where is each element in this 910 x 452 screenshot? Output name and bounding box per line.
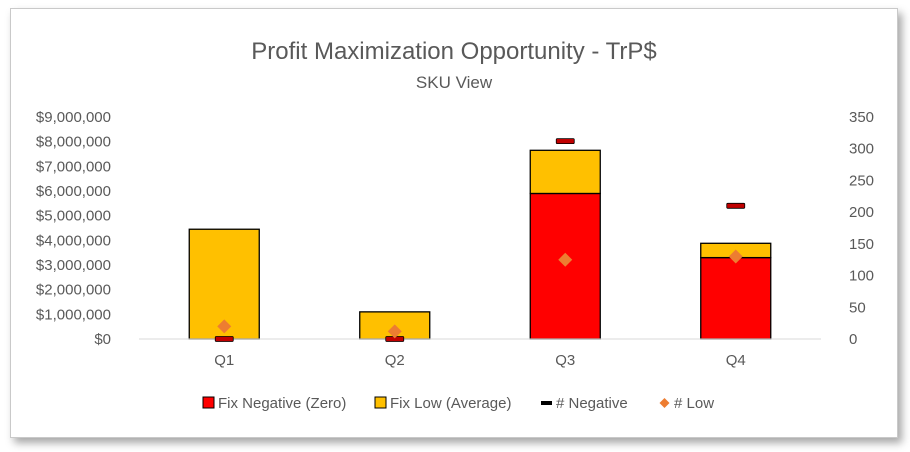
bar-segment-fix-negative-zero xyxy=(700,256,772,340)
y-right-tick-label: 350 xyxy=(849,109,874,126)
legend-swatch xyxy=(374,396,387,409)
negative-count-marker xyxy=(555,138,575,145)
y-right-tick-label: 50 xyxy=(849,299,866,316)
y-left-tick-label: $9,000,000 xyxy=(36,109,111,126)
y-right-tick-label: 200 xyxy=(849,204,874,221)
y-left-tick-label: $1,000,000 xyxy=(36,306,111,323)
plot-area: $0 $1,000,000 $2,000,000 $3,000,000 $4,000,0… xyxy=(36,109,874,369)
low-count-marker xyxy=(558,252,573,267)
y-right-tick-label: 100 xyxy=(849,268,874,285)
legend-swatch xyxy=(659,398,670,408)
negative-count-marker xyxy=(214,336,234,342)
legend-swatch xyxy=(541,401,552,405)
y-left-tick-label: $7,000,000 xyxy=(36,158,111,175)
legend-swatch xyxy=(202,396,215,409)
y-left-tick-label: $2,000,000 xyxy=(36,282,111,299)
x-tick-label: Q1 xyxy=(214,352,234,369)
legend-label: # Negative xyxy=(556,395,628,412)
bar-segment-fix-low-average xyxy=(529,149,601,195)
y-right-tick-label: 250 xyxy=(849,172,874,189)
y-left-tick-label: $5,000,000 xyxy=(36,208,111,225)
x-tick-label: Q2 xyxy=(385,352,405,369)
y-left-tick-label: $8,000,000 xyxy=(36,134,111,151)
low-count-marker xyxy=(217,319,232,334)
legend-label: Fix Negative (Zero) xyxy=(218,395,346,412)
legend: Fix Negative (Zero) Fix Low (Average) # Ne… xyxy=(202,395,714,412)
y-right-tick-label: 0 xyxy=(849,331,857,348)
chart-title: Profit Maximization Opportunity - TrP$ xyxy=(251,38,656,65)
chart-frame: Profit Maximization Opportunity - TrP$ S… xyxy=(10,8,898,438)
low-count-marker xyxy=(387,324,402,339)
y-right-tick-label: 300 xyxy=(849,141,874,158)
x-tick-label: Q3 xyxy=(555,352,575,369)
negative-count-marker xyxy=(726,202,746,209)
y-left-tick-label: $0 xyxy=(94,331,111,348)
legend-label: # Low xyxy=(674,395,714,412)
low-count-marker xyxy=(728,249,743,264)
y-left-tick-label: $6,000,000 xyxy=(36,183,111,200)
y-left-tick-label: $4,000,000 xyxy=(36,232,111,249)
y-right-tick-label: 150 xyxy=(849,236,874,253)
chart-subtitle: SKU View xyxy=(416,73,493,92)
x-tick-label: Q4 xyxy=(726,352,746,369)
legend-label: Fix Low (Average) xyxy=(390,395,511,412)
combo-chart: Profit Maximization Opportunity - TrP$ S… xyxy=(36,38,874,412)
y-left-tick-label: $3,000,000 xyxy=(36,257,111,274)
